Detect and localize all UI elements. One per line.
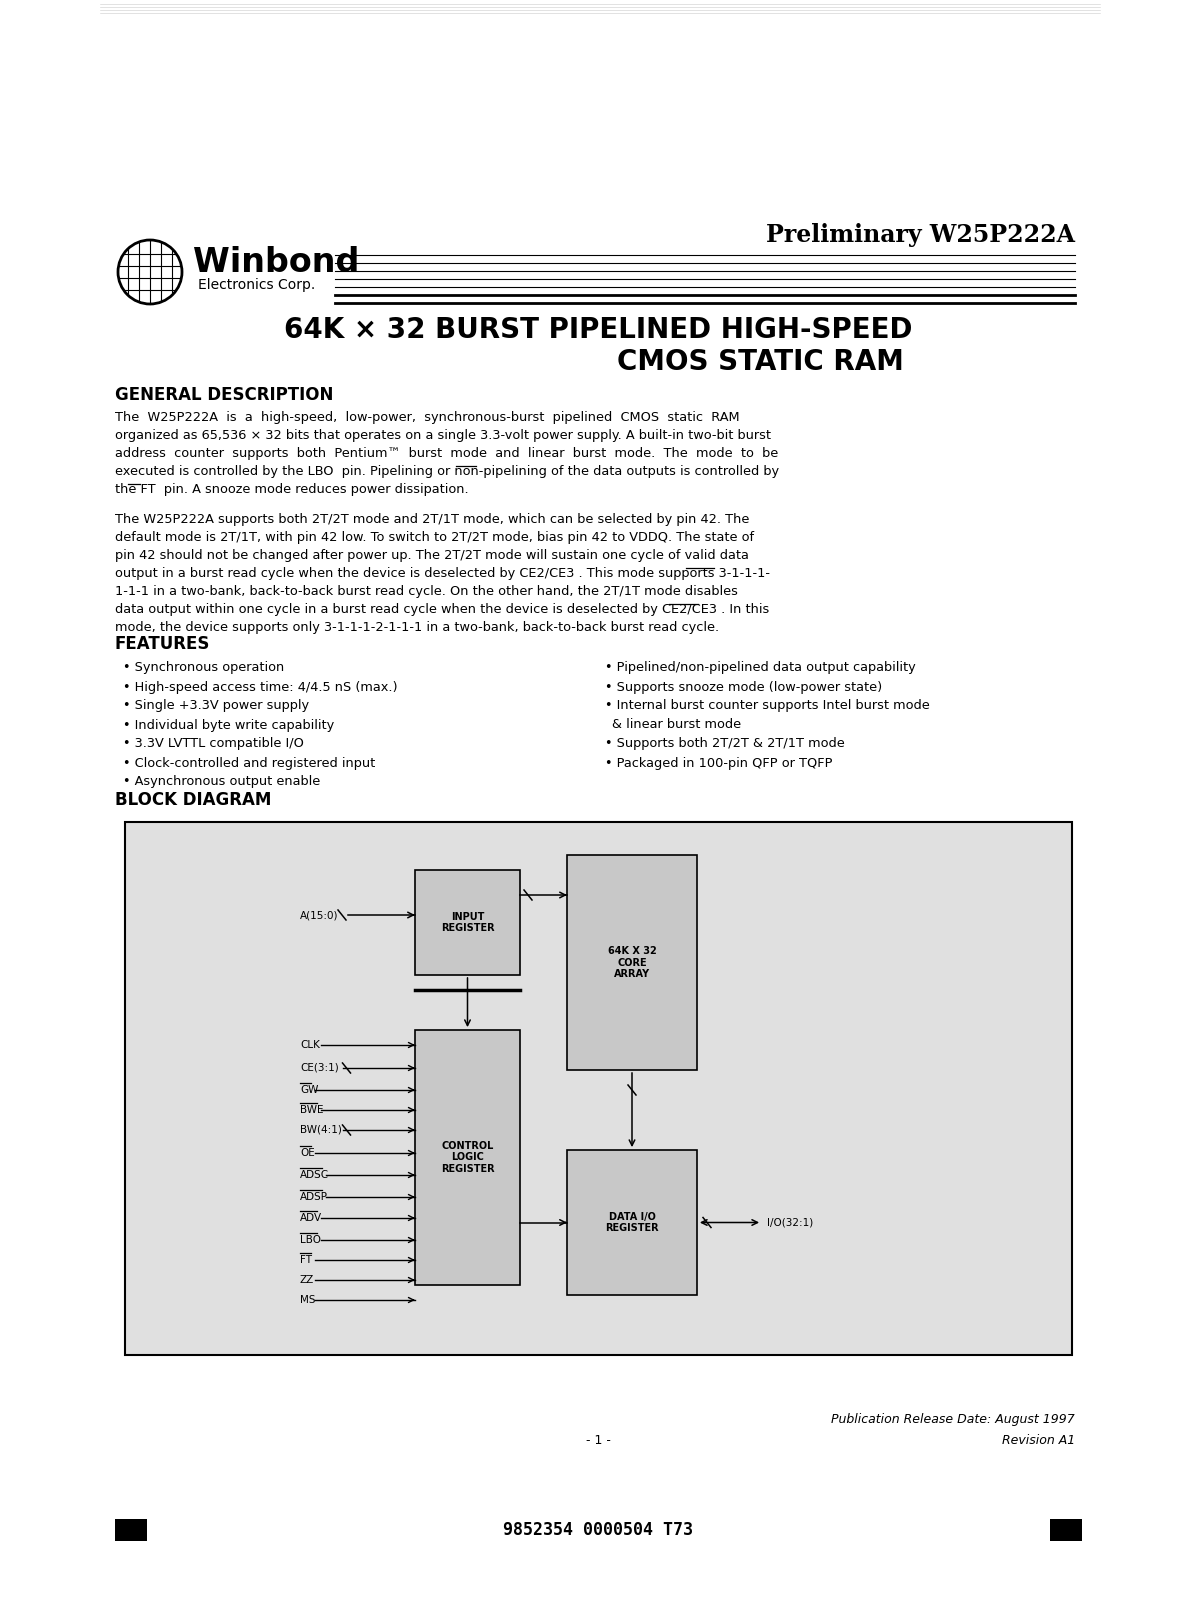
Text: OE: OE xyxy=(300,1149,315,1158)
Text: GENERAL DESCRIPTION: GENERAL DESCRIPTION xyxy=(115,386,334,403)
Bar xyxy=(415,870,519,974)
Bar xyxy=(115,1518,147,1541)
Text: Winbond: Winbond xyxy=(193,245,359,278)
Bar xyxy=(567,854,697,1070)
Text: ADSP: ADSP xyxy=(300,1192,328,1202)
Text: • Supports both 2T/2T & 2T/1T mode: • Supports both 2T/2T & 2T/1T mode xyxy=(604,738,845,750)
Text: The  W25P222A  is  a  high-speed,  low-power,  synchronous-burst  pipelined  CMO: The W25P222A is a high-speed, low-power,… xyxy=(115,411,740,424)
Text: 9852354 0000504 T73: 9852354 0000504 T73 xyxy=(503,1522,693,1539)
Text: organized as 65,536 × 32 bits that operates on a single 3.3-volt power supply. A: organized as 65,536 × 32 bits that opera… xyxy=(115,429,771,443)
Text: • 3.3V LVTTL compatible I/O: • 3.3V LVTTL compatible I/O xyxy=(123,738,304,750)
Text: BLOCK DIAGRAM: BLOCK DIAGRAM xyxy=(115,790,272,810)
Text: The W25P222A supports both 2T/2T mode and 2T/1T mode, which can be selected by p: The W25P222A supports both 2T/2T mode an… xyxy=(115,514,749,526)
Text: the FT  pin. A snooze mode reduces power dissipation.: the FT pin. A snooze mode reduces power … xyxy=(115,483,468,496)
Text: ADSC: ADSC xyxy=(300,1170,329,1181)
Bar xyxy=(567,1150,697,1294)
Text: FEATURES: FEATURES xyxy=(115,635,211,653)
Text: • Asynchronous output enable: • Asynchronous output enable xyxy=(123,776,321,789)
Text: 64K X 32
CORE
ARRAY: 64K X 32 CORE ARRAY xyxy=(608,946,656,979)
Text: mode, the device supports only 3-1-1-1-2-1-1-1 in a two-bank, back-to-back burst: mode, the device supports only 3-1-1-1-2… xyxy=(115,621,719,635)
Text: executed is controlled by the LBO  pin. Pipelining or non-pipelining of the data: executed is controlled by the LBO pin. P… xyxy=(115,466,779,478)
Text: CONTROL
LOGIC
REGISTER: CONTROL LOGIC REGISTER xyxy=(440,1141,494,1174)
Text: • Supports snooze mode (low-power state): • Supports snooze mode (low-power state) xyxy=(604,680,882,693)
Text: • Single +3.3V power supply: • Single +3.3V power supply xyxy=(123,699,309,712)
Text: • High-speed access time: 4/4.5 nS (max.): • High-speed access time: 4/4.5 nS (max.… xyxy=(123,680,397,693)
Text: - 1 -: - 1 - xyxy=(585,1434,610,1446)
Text: • Clock-controlled and registered input: • Clock-controlled and registered input xyxy=(123,757,375,770)
Text: INPUT
REGISTER: INPUT REGISTER xyxy=(440,912,494,933)
Text: & linear burst mode: & linear burst mode xyxy=(612,718,741,731)
Bar xyxy=(1050,1518,1082,1541)
Text: data output within one cycle in a burst read cycle when the device is deselected: data output within one cycle in a burst … xyxy=(115,603,770,616)
Text: address  counter  supports  both  Pentium™  burst  mode  and  linear  burst  mod: address counter supports both Pentium™ b… xyxy=(115,448,778,461)
Bar xyxy=(415,1030,519,1285)
Text: GW: GW xyxy=(300,1085,318,1094)
Text: Electronics Corp.: Electronics Corp. xyxy=(198,278,315,291)
Text: default mode is 2T/1T, with pin 42 low. To switch to 2T/2T mode, bias pin 42 to : default mode is 2T/1T, with pin 42 low. … xyxy=(115,531,754,544)
Text: pin 42 should not be changed after power up. The 2T/2T mode will sustain one cyc: pin 42 should not be changed after power… xyxy=(115,549,749,563)
Text: 64K × 32 BURST PIPELINED HIGH-SPEED: 64K × 32 BURST PIPELINED HIGH-SPEED xyxy=(284,317,912,344)
Text: • Packaged in 100-pin QFP or TQFP: • Packaged in 100-pin QFP or TQFP xyxy=(604,757,832,770)
Text: A(15:0): A(15:0) xyxy=(300,910,339,920)
Text: LBO: LBO xyxy=(300,1235,321,1245)
Text: 1-1-1 in a two-bank, back-to-back burst read cycle. On the other hand, the 2T/1T: 1-1-1 in a two-bank, back-to-back burst … xyxy=(115,586,737,598)
Text: DATA I/O
REGISTER: DATA I/O REGISTER xyxy=(606,1211,658,1234)
Text: CMOS STATIC RAM: CMOS STATIC RAM xyxy=(616,349,904,376)
Text: CLK: CLK xyxy=(300,1040,320,1050)
Text: • Internal burst counter supports Intel burst mode: • Internal burst counter supports Intel … xyxy=(604,699,930,712)
Text: ZZ: ZZ xyxy=(300,1275,315,1285)
Text: I/O(32:1): I/O(32:1) xyxy=(767,1218,813,1227)
Text: MS: MS xyxy=(300,1294,316,1306)
Bar xyxy=(124,822,1073,1355)
Text: • Synchronous operation: • Synchronous operation xyxy=(123,661,284,675)
Text: FT: FT xyxy=(300,1254,312,1266)
Text: ADV: ADV xyxy=(300,1213,322,1222)
Text: Revision A1: Revision A1 xyxy=(1002,1434,1075,1446)
Text: • Individual byte write capability: • Individual byte write capability xyxy=(123,718,334,731)
Text: • Pipelined/non-pipelined data output capability: • Pipelined/non-pipelined data output ca… xyxy=(604,661,916,675)
Text: Publication Release Date: August 1997: Publication Release Date: August 1997 xyxy=(831,1413,1075,1427)
Text: BW(4:1): BW(4:1) xyxy=(300,1125,342,1134)
Text: Preliminary W25P222A: Preliminary W25P222A xyxy=(766,222,1075,246)
Text: output in a burst read cycle when the device is deselected by CE2/CE3 . This mod: output in a burst read cycle when the de… xyxy=(115,568,770,581)
Text: CE(3:1): CE(3:1) xyxy=(300,1062,339,1074)
Text: BWE: BWE xyxy=(300,1106,323,1115)
